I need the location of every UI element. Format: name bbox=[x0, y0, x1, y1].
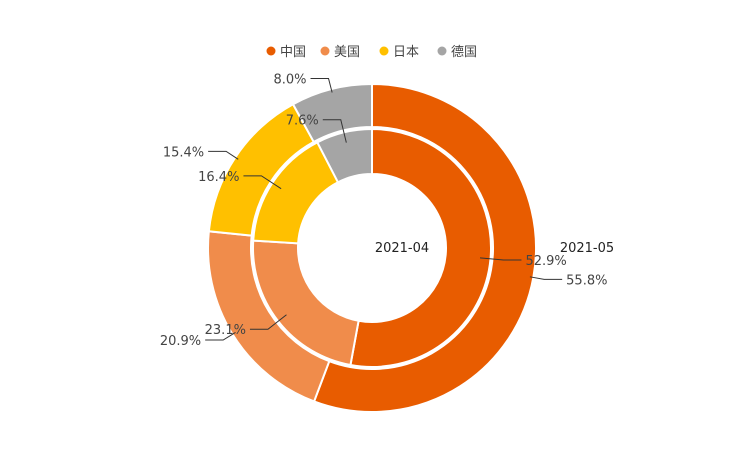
data-label-inner: 7.6% bbox=[286, 114, 319, 129]
leader-line bbox=[310, 77, 333, 93]
donut-slice-outer bbox=[291, 82, 373, 144]
legend: 中国 美国 日本 德国 bbox=[266, 45, 477, 60]
legend-marker bbox=[379, 46, 389, 56]
leader-line bbox=[243, 175, 282, 190]
leader-lines bbox=[205, 77, 563, 341]
legend-label: 中国 bbox=[280, 45, 306, 60]
leader-line bbox=[249, 314, 287, 330]
legend-label: 德国 bbox=[451, 45, 477, 60]
leader-line bbox=[208, 150, 239, 160]
data-label-inner: 16.4% bbox=[198, 170, 239, 185]
donut-slice-inner bbox=[349, 127, 492, 368]
legend-marker bbox=[320, 46, 330, 56]
series-label-outer: 2021-05 bbox=[560, 241, 614, 256]
leader-line bbox=[480, 257, 522, 261]
legend-marker bbox=[437, 46, 447, 56]
data-labels: 52.9% 23.1% 16.4% 7.6% 55.8% 20.9% 15.4% 8.0% bbox=[160, 72, 608, 349]
data-label-outer: 55.8% bbox=[566, 273, 607, 288]
legend-label: 日本 bbox=[393, 45, 419, 60]
leader-line bbox=[529, 276, 563, 280]
leader-line bbox=[322, 119, 347, 143]
data-label-inner: 52.9% bbox=[525, 254, 566, 269]
data-label-outer: 8.0% bbox=[273, 72, 306, 87]
series-label-inner: 2021-04 bbox=[375, 241, 429, 256]
data-label-outer: 20.9% bbox=[160, 334, 201, 349]
legend-label: 美国 bbox=[334, 45, 360, 60]
data-label-outer: 15.4% bbox=[163, 145, 204, 160]
data-label-inner: 23.1% bbox=[205, 323, 246, 338]
rings bbox=[207, 82, 537, 413]
leader-line bbox=[205, 332, 236, 341]
donut-slice-inner bbox=[315, 127, 373, 184]
legend-marker bbox=[266, 46, 276, 56]
donut-slice-outer bbox=[312, 82, 537, 413]
